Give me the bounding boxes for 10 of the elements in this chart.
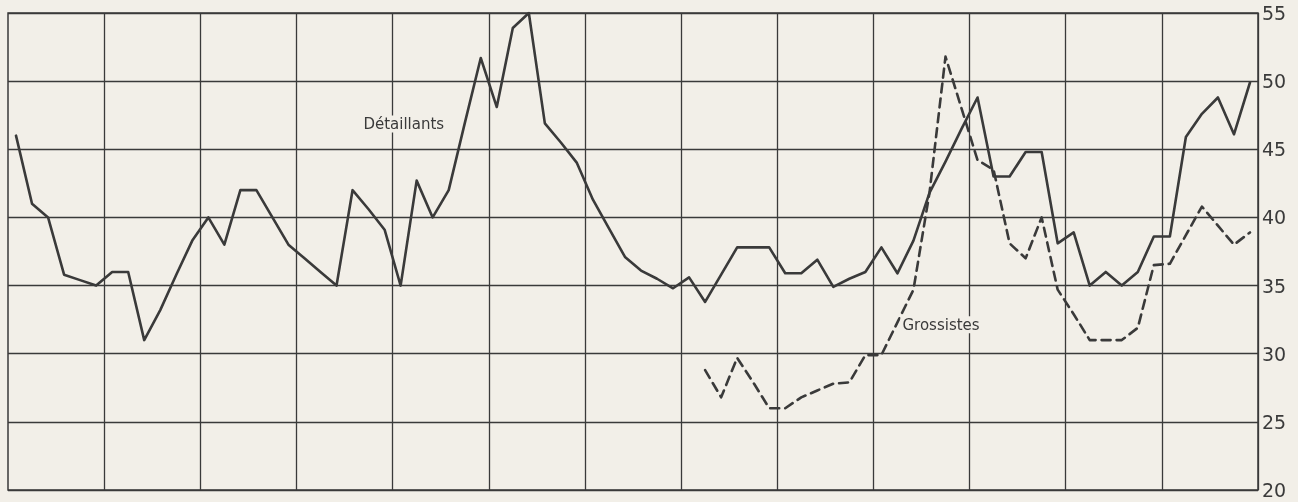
y-tick-label: 45: [1262, 138, 1287, 161]
y-tick-label: 30: [1262, 342, 1287, 365]
series-label: Détaillants: [363, 114, 445, 133]
y-tick-label: 55: [1262, 2, 1287, 24]
y-tick-label: 35: [1262, 274, 1287, 297]
y-tick-label: 25: [1262, 410, 1287, 433]
series-label: Grossistes: [902, 315, 980, 334]
y-tick-label: 40: [1262, 206, 1287, 229]
y-tick-label: 50: [1262, 70, 1287, 93]
y-tick-label: 20: [1262, 479, 1287, 501]
